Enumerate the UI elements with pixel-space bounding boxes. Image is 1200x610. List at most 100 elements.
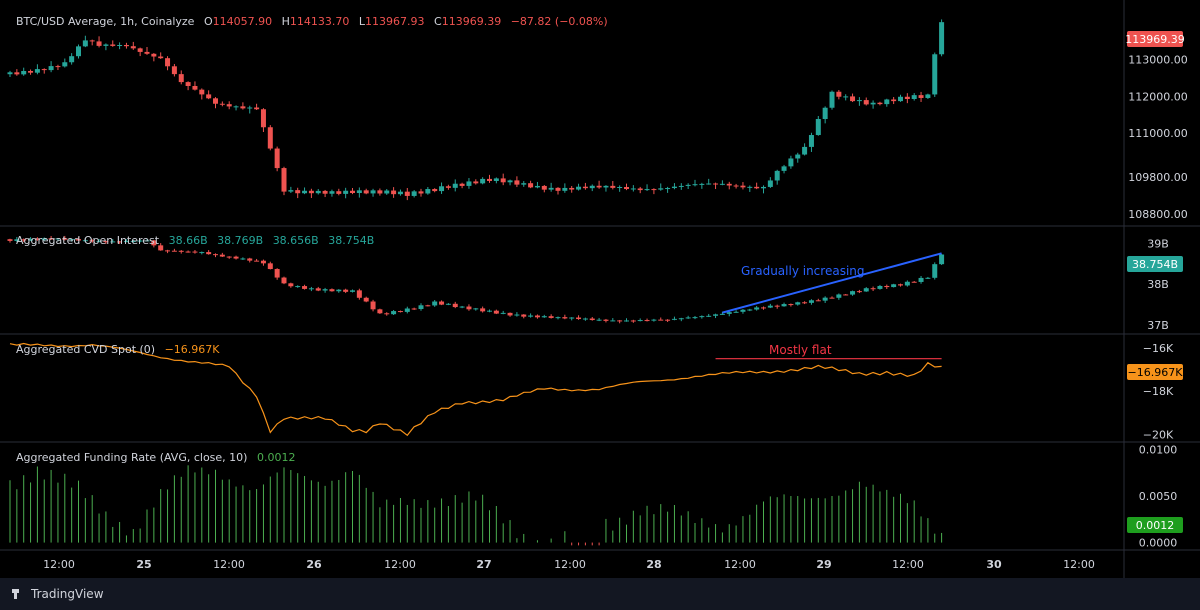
y-tick-label: 111000.00	[1128, 127, 1188, 140]
tradingview-logo[interactable]: TradingView	[12, 587, 104, 601]
price-candle	[377, 190, 383, 194]
price-candle	[774, 170, 780, 181]
price-candle	[829, 91, 835, 108]
price-candle	[260, 109, 266, 128]
symbol-title: BTC/USD Average, 1h, Coinalyze	[16, 15, 195, 28]
oi-candle	[493, 310, 499, 314]
oi-candle	[822, 297, 828, 301]
price-candle	[884, 99, 890, 105]
price-candle	[507, 180, 513, 183]
price-candle	[76, 46, 81, 57]
price-candle	[603, 185, 609, 188]
oi-candle	[740, 309, 746, 312]
oi-candle	[219, 254, 225, 257]
oi-candle	[439, 301, 445, 305]
price-candle	[836, 91, 842, 97]
price-candle	[397, 191, 403, 195]
price-candle	[21, 70, 27, 75]
oi-candle	[733, 311, 739, 313]
oi-candle	[541, 316, 547, 318]
last-value-tag	[1127, 31, 1183, 47]
oi-trendline	[722, 252, 942, 314]
price-legend: BTC/USD Average, 1h, Coinalyze O114057.9…	[16, 15, 614, 28]
price-candle	[534, 185, 540, 188]
oi-candle	[589, 318, 595, 321]
oi-candle	[603, 319, 609, 321]
oi-candle	[548, 316, 554, 318]
oi-candle	[55, 238, 61, 240]
y-tick-label: −16K	[1143, 342, 1174, 355]
price-candle	[521, 183, 527, 185]
price-candle	[843, 96, 849, 98]
price-candle	[302, 190, 308, 194]
y-tick-label: 39B	[1147, 237, 1169, 250]
oi-candle	[815, 300, 821, 302]
price-candle	[514, 180, 520, 185]
oi-candle	[350, 290, 355, 292]
oi-candle	[678, 318, 684, 320]
price-candle	[363, 190, 369, 194]
oi-candle	[904, 281, 910, 286]
time-tick-label: 12:00	[213, 558, 245, 571]
price-candle	[308, 190, 314, 194]
cvd-value: −16.967K	[164, 343, 220, 356]
oi-candle	[610, 320, 616, 322]
oi-candle	[850, 291, 856, 295]
oi-candle	[418, 305, 424, 310]
oi-candle	[123, 241, 129, 243]
price-candle	[939, 22, 945, 55]
price-candle	[651, 189, 657, 191]
oi-candle	[14, 239, 20, 241]
oi-candle	[747, 309, 753, 311]
oi-candle	[89, 240, 95, 242]
price-candle	[151, 53, 157, 57]
oi-candle	[534, 315, 540, 318]
oi-title: Aggregated Open Interest	[16, 234, 160, 247]
high-label: H	[281, 15, 290, 28]
price-candle	[740, 185, 746, 188]
oi-candle	[233, 256, 239, 259]
price-candle	[14, 72, 20, 75]
price-candle	[685, 184, 691, 186]
price-candle	[254, 107, 260, 110]
oi-candle	[630, 320, 636, 322]
price-candle	[541, 185, 547, 190]
last-value-label: −16.967K	[1128, 366, 1184, 379]
y-tick-label: 38B	[1147, 278, 1169, 291]
price-candle	[726, 183, 732, 186]
oi-candle	[199, 252, 205, 254]
price-candle	[692, 184, 698, 186]
price-candle	[822, 107, 828, 120]
oi-candle	[308, 288, 314, 290]
chart-canvas[interactable]: 12:00 25 12:00 26 12:00 27 12:00 28 12:00 29 12:00…	[0, 0, 1200, 578]
price-candle	[336, 191, 342, 194]
price-candle	[576, 186, 582, 190]
oi-candle	[274, 269, 280, 278]
time-tick-label: 12:00	[554, 558, 586, 571]
price-candle	[350, 190, 355, 194]
oi-candle	[562, 317, 568, 319]
price-candle	[754, 186, 760, 189]
oi-candle	[500, 312, 506, 314]
oi-candle	[322, 289, 328, 291]
price-candle	[199, 89, 205, 95]
price-candle	[41, 69, 47, 71]
oi-low: 38.656B	[272, 234, 319, 247]
oi-candle	[856, 291, 862, 293]
oi-candle	[884, 285, 890, 288]
price-candle	[877, 102, 883, 105]
price-candle	[870, 102, 876, 105]
cvd-line	[9, 342, 942, 437]
price-candle	[425, 189, 431, 194]
price-candle	[925, 94, 931, 98]
oi-candle	[144, 240, 150, 242]
price-candle	[555, 187, 561, 191]
oi-candle	[240, 258, 246, 260]
price-candle	[130, 46, 136, 49]
oi-candle	[213, 254, 218, 256]
price-candle	[48, 66, 54, 71]
oi-high: 38.769B	[217, 234, 264, 247]
oi-candle	[397, 311, 403, 313]
oi-candle	[569, 317, 575, 319]
price-candle	[706, 183, 712, 185]
